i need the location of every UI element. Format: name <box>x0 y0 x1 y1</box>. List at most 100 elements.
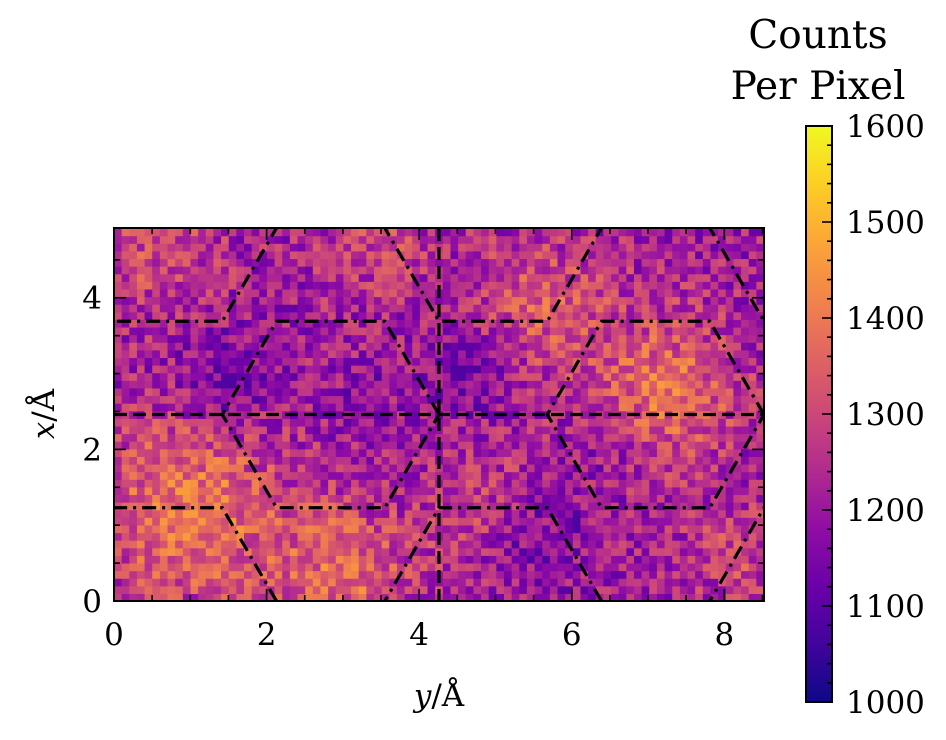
heatmap-cell <box>389 258 398 267</box>
heatmap-cell <box>175 570 184 579</box>
heatmap-cell <box>465 585 475 594</box>
heatmap-cell <box>136 258 146 267</box>
heatmap-cell <box>129 532 138 541</box>
heatmap-cell <box>427 311 436 320</box>
heatmap-cell <box>175 547 184 556</box>
heatmap-cell <box>205 296 215 305</box>
heatmap-cell <box>488 296 497 305</box>
heatmap-cell <box>741 273 750 282</box>
heatmap-cell <box>259 326 268 336</box>
heatmap-cell <box>526 456 536 465</box>
heatmap-cell <box>549 357 559 366</box>
heatmap-cell <box>526 448 536 457</box>
heatmap-cell <box>175 266 184 275</box>
heatmap-cell <box>618 319 627 328</box>
heatmap-cell <box>121 456 130 465</box>
heatmap-cell <box>488 243 497 252</box>
heatmap-cell <box>450 319 459 328</box>
heatmap-cell <box>496 456 505 465</box>
heatmap-cell <box>733 593 742 601</box>
heatmap-cell <box>351 243 360 252</box>
heatmap-cell <box>121 524 130 534</box>
heatmap-cell <box>236 326 245 336</box>
heatmap-cell <box>419 250 429 260</box>
heatmap-cell <box>266 486 276 496</box>
heatmap-cell <box>511 441 520 450</box>
heatmap-cell <box>549 250 559 260</box>
heatmap-cell <box>679 463 689 473</box>
heatmap-cell <box>305 547 314 556</box>
heatmap-cell <box>565 311 574 320</box>
heatmap-cell <box>656 425 666 435</box>
heatmap-cell <box>542 403 551 412</box>
heatmap-cell <box>121 266 130 275</box>
heatmap-cell <box>297 593 306 601</box>
heatmap-cell <box>129 243 138 252</box>
heatmap-cell <box>656 349 666 359</box>
heatmap-cell <box>557 524 566 534</box>
heatmap-cell <box>244 395 253 404</box>
heatmap-cell <box>756 463 764 473</box>
heatmap-cell <box>748 418 757 427</box>
heatmap-cell <box>580 486 589 496</box>
heatmap-cell <box>305 403 314 412</box>
heatmap-cell <box>320 502 329 511</box>
heatmap-cell <box>167 562 176 572</box>
heatmap-cell <box>504 547 513 556</box>
heatmap-cell <box>159 365 169 374</box>
heatmap-cell <box>221 273 230 282</box>
heatmap-cell <box>251 273 260 282</box>
heatmap-cell <box>343 304 352 313</box>
heatmap-cell <box>664 471 673 480</box>
heatmap-cell <box>450 334 459 343</box>
heatmap-cell <box>611 540 620 549</box>
heatmap-cell <box>580 593 589 601</box>
heatmap-cell <box>159 250 169 260</box>
heatmap-cell <box>266 266 276 275</box>
heatmap-cell <box>266 578 276 587</box>
heatmap-cell <box>664 365 673 374</box>
heatmap-cell <box>343 562 352 572</box>
heatmap-cell <box>205 342 215 351</box>
heatmap-cell <box>297 509 306 518</box>
heatmap-cell <box>741 250 750 260</box>
heatmap-cell <box>634 486 643 496</box>
colorbar-tick-label: 1600 <box>846 109 925 145</box>
heatmap-cell <box>565 593 574 601</box>
heatmap-cell <box>442 578 452 587</box>
heatmap-cell <box>389 471 398 480</box>
heatmap-cell <box>695 425 704 435</box>
heatmap-cell <box>488 357 497 366</box>
heatmap-cell <box>542 372 551 381</box>
heatmap-cell <box>741 448 750 457</box>
heatmap-cell <box>274 357 283 366</box>
heatmap-cell <box>557 296 566 305</box>
heatmap-cell <box>427 319 436 328</box>
heatmap-cell <box>389 410 398 419</box>
heatmap-cell <box>358 425 367 435</box>
heatmap-cell <box>488 410 497 419</box>
heatmap-cell <box>221 562 230 572</box>
heatmap-cell <box>351 266 360 275</box>
heatmap-cell <box>519 418 528 427</box>
heatmap-cell <box>190 334 199 343</box>
heatmap-cell <box>465 380 475 389</box>
heatmap-cell <box>534 456 543 465</box>
heatmap-cell <box>198 578 207 587</box>
heatmap-cell <box>664 395 673 404</box>
heatmap-cell <box>526 311 536 320</box>
heatmap-cell <box>687 547 696 556</box>
heatmap-cell <box>297 524 306 534</box>
heatmap-cell <box>136 479 146 488</box>
heatmap-cell <box>641 593 650 601</box>
heatmap-cell <box>328 463 337 473</box>
heatmap-cell <box>718 593 727 601</box>
heatmap-cell <box>595 532 605 541</box>
heatmap-cell <box>228 349 237 359</box>
heatmap-cell <box>611 288 620 298</box>
heatmap-cell <box>175 349 184 359</box>
heatmap-cell <box>266 395 276 404</box>
heatmap-cell <box>190 243 199 252</box>
heatmap-cell <box>198 258 207 267</box>
heatmap-cell <box>488 304 497 313</box>
